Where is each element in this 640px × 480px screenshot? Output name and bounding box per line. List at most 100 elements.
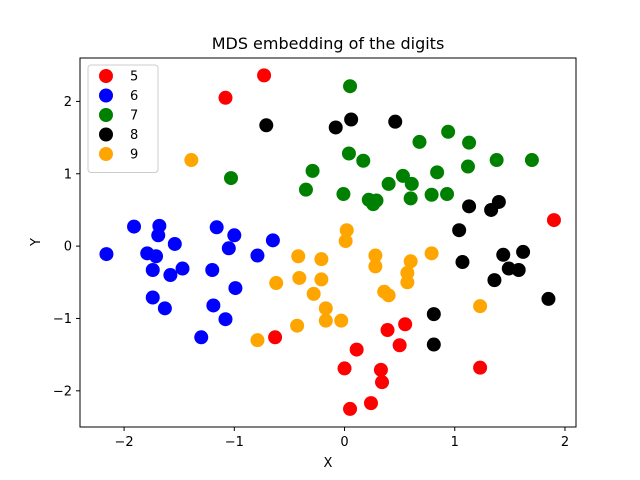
point-6-21 — [194, 330, 209, 345]
x-axis: −2 −1 0 1 2 — [115, 427, 569, 450]
point-5-6 — [349, 342, 364, 357]
point-8-9 — [496, 247, 511, 262]
y-axis: −2 −1 0 1 2 — [53, 95, 80, 399]
point-8-1 — [328, 120, 343, 135]
point-7-8 — [524, 153, 539, 168]
point-5-4 — [380, 323, 395, 338]
point-6-9 — [175, 261, 190, 276]
point-9-22 — [250, 333, 265, 348]
point-7-10 — [460, 159, 475, 174]
point-7-20 — [403, 191, 418, 206]
x-tick-label-4: 2 — [561, 435, 569, 450]
y-tick-label-1: −1 — [53, 312, 72, 327]
point-8-13 — [487, 273, 502, 288]
point-9-14 — [306, 286, 321, 301]
point-7-19 — [369, 193, 384, 208]
point-9-9 — [269, 276, 284, 291]
x-axis-label: X — [324, 456, 333, 471]
point-9-8 — [424, 246, 439, 261]
point-9-11 — [314, 272, 329, 287]
point-6-10 — [145, 290, 160, 305]
point-6-20 — [218, 312, 233, 327]
point-6-3 — [151, 228, 166, 243]
point-9-19 — [334, 313, 349, 328]
point-9-7 — [403, 254, 418, 269]
legend-label-9: 9 — [130, 148, 138, 163]
point-5-3 — [268, 330, 283, 345]
point-6-19 — [206, 298, 221, 313]
point-8-3 — [388, 114, 403, 129]
point-5-7 — [392, 338, 407, 353]
point-9-5 — [368, 248, 383, 263]
point-7-9 — [430, 165, 445, 180]
point-8-6 — [491, 194, 506, 209]
point-6-5 — [149, 249, 164, 264]
legend-marker-8 — [99, 127, 113, 142]
x-tick-label-2: 0 — [340, 435, 348, 450]
y-tick-label-2: 0 — [64, 240, 72, 255]
point-9-0 — [184, 153, 199, 168]
legend-label-6: 6 — [130, 89, 138, 104]
plot-frame — [79, 57, 577, 428]
point-5-5 — [398, 317, 413, 332]
point-8-15 — [426, 307, 441, 322]
point-8-14 — [541, 291, 556, 306]
point-6-11 — [157, 301, 172, 316]
point-7-13 — [336, 187, 351, 202]
legend-label-8: 8 — [130, 128, 138, 143]
point-9-6 — [368, 259, 383, 274]
point-5-12 — [343, 401, 358, 416]
point-9-4 — [314, 252, 329, 267]
point-9-3 — [291, 249, 306, 264]
point-8-10 — [516, 244, 531, 259]
point-8-4 — [462, 199, 477, 214]
x-tick-label-3: 1 — [451, 435, 459, 450]
point-6-6 — [145, 262, 160, 277]
point-9-18 — [318, 313, 333, 328]
legend-label-5: 5 — [130, 70, 138, 85]
point-7-6 — [462, 135, 477, 150]
y-axis-label: Y — [29, 238, 44, 247]
point-7-16 — [381, 176, 396, 191]
point-9-1 — [339, 223, 354, 238]
point-6-0 — [99, 247, 114, 262]
point-8-2 — [344, 112, 359, 127]
point-5-11 — [363, 396, 378, 411]
point-7-0 — [343, 79, 358, 94]
point-5-9 — [373, 362, 388, 377]
point-7-11 — [305, 163, 320, 178]
legend-marker-9 — [99, 147, 113, 161]
point-7-22 — [440, 187, 455, 202]
point-6-18 — [228, 281, 243, 296]
point-9-13 — [400, 275, 415, 290]
point-8-0 — [259, 118, 274, 133]
y-tick-label-0: −2 — [53, 384, 72, 399]
point-8-7 — [452, 223, 467, 238]
legend-marker-7 — [99, 108, 113, 122]
point-7-2 — [341, 146, 356, 161]
y-tick-label-3: 1 — [64, 167, 72, 182]
point-7-15 — [404, 176, 419, 191]
point-5-13 — [473, 360, 488, 375]
point-7-21 — [424, 187, 439, 202]
chart-title: MDS embedding of the digits — [212, 34, 445, 53]
point-5-1 — [218, 90, 233, 105]
point-6-12 — [209, 220, 224, 235]
y-tick-label-4: 2 — [64, 95, 72, 110]
point-9-2 — [338, 234, 353, 249]
point-7-7 — [489, 153, 504, 168]
point-9-17 — [318, 301, 333, 316]
point-7-12 — [298, 182, 313, 197]
point-6-15 — [265, 233, 280, 248]
point-7-4 — [412, 134, 427, 149]
point-7-5 — [441, 124, 456, 139]
point-8-12 — [511, 262, 526, 277]
points-layer — [99, 68, 561, 416]
point-6-13 — [227, 228, 242, 243]
point-9-10 — [292, 270, 307, 285]
point-6-1 — [127, 219, 142, 234]
point-7-3 — [356, 153, 371, 168]
point-6-7 — [167, 236, 182, 251]
point-6-14 — [221, 241, 236, 256]
